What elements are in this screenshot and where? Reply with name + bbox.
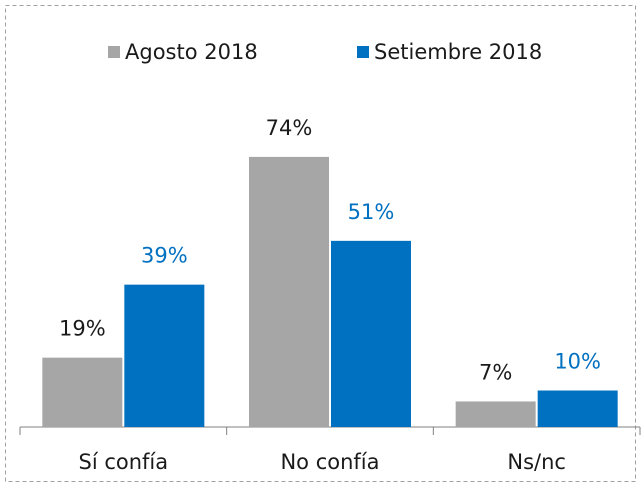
data-label: 19% bbox=[59, 317, 106, 341]
legend-label: Setiembre 2018 bbox=[374, 40, 542, 64]
bar bbox=[249, 156, 329, 427]
x-tick-label: No confía bbox=[280, 450, 379, 474]
data-label: 74% bbox=[266, 116, 313, 140]
bar bbox=[124, 284, 205, 427]
data-label: 39% bbox=[141, 244, 188, 268]
chart-border bbox=[5, 5, 636, 482]
legend-swatch bbox=[357, 46, 369, 58]
legend-swatch bbox=[108, 46, 120, 58]
x-tick-label: Sí confía bbox=[79, 450, 169, 474]
data-label: 7% bbox=[479, 360, 512, 384]
data-label: 51% bbox=[348, 200, 395, 224]
legend-label: Agosto 2018 bbox=[125, 40, 258, 64]
bar bbox=[537, 390, 618, 427]
data-label: 10% bbox=[554, 350, 601, 374]
bar bbox=[42, 357, 123, 427]
x-tick-label: Ns/nc bbox=[507, 450, 566, 474]
bar bbox=[455, 401, 536, 427]
bar bbox=[331, 240, 411, 427]
